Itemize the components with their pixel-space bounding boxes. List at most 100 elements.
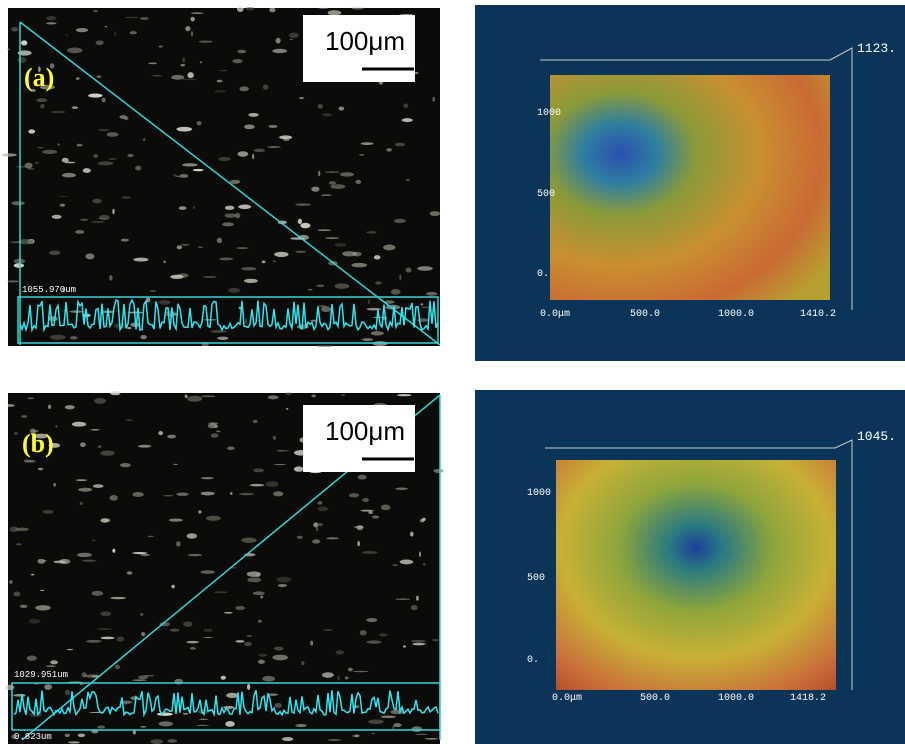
texture	[65, 405, 75, 409]
texture	[143, 138, 145, 141]
texture	[241, 267, 256, 270]
texture	[367, 640, 382, 643]
texture	[341, 394, 345, 395]
texture	[76, 28, 88, 32]
texture	[5, 404, 15, 407]
texture	[301, 661, 304, 665]
texture	[130, 31, 137, 34]
profile-max: 1055.970um	[22, 285, 76, 295]
texture	[383, 245, 395, 251]
texture	[11, 201, 24, 205]
texture	[203, 629, 212, 632]
texture	[23, 459, 29, 461]
texture	[21, 415, 27, 418]
texture	[50, 660, 58, 664]
texture	[297, 536, 303, 539]
texture	[16, 166, 26, 168]
texture	[214, 591, 228, 593]
texture	[321, 306, 331, 312]
texture	[238, 205, 251, 210]
x-label: 0.0μm	[540, 309, 570, 320]
texture	[289, 39, 293, 40]
texture	[274, 252, 288, 257]
texture	[163, 495, 174, 496]
texture	[105, 26, 108, 27]
texture	[316, 527, 318, 532]
texture	[318, 171, 320, 177]
surface-map-b: 1045. 1000 500 0. 0.0μm 500.0 1000.0 141…	[475, 390, 905, 744]
texture	[386, 148, 392, 151]
texture	[353, 252, 362, 257]
texture	[311, 394, 316, 397]
texture	[132, 552, 147, 554]
texture	[286, 408, 289, 410]
texture	[395, 143, 405, 147]
texture	[322, 672, 334, 678]
texture	[141, 632, 145, 636]
texture	[80, 442, 86, 447]
texture	[351, 7, 363, 10]
texture	[112, 549, 115, 553]
texture	[310, 641, 313, 646]
texture	[214, 90, 226, 92]
texture	[247, 571, 261, 577]
texture	[127, 154, 133, 157]
texture	[53, 483, 55, 487]
texture	[35, 605, 50, 610]
texture	[191, 12, 204, 13]
texture	[42, 510, 53, 514]
texture	[14, 263, 24, 268]
texture	[91, 221, 104, 222]
texture	[269, 8, 275, 13]
y-label: 0.	[527, 655, 539, 666]
texture	[187, 533, 198, 538]
texture	[126, 419, 133, 421]
texture	[124, 116, 129, 120]
profile-max: 1029.951um	[14, 670, 68, 680]
texture	[86, 640, 102, 643]
texture	[93, 484, 104, 488]
texture	[239, 86, 248, 91]
texture	[219, 257, 233, 260]
texture	[62, 158, 69, 163]
texture	[62, 173, 76, 178]
texture	[68, 741, 80, 743]
texture	[299, 97, 304, 99]
texture	[144, 675, 155, 676]
texture	[46, 22, 57, 24]
texture	[432, 97, 435, 102]
texture	[2, 153, 17, 156]
texture	[92, 591, 104, 596]
texture	[268, 395, 279, 399]
texture	[58, 196, 68, 197]
texture	[362, 498, 369, 502]
texture	[9, 580, 13, 584]
texture	[27, 655, 37, 660]
texture	[180, 64, 185, 66]
texture	[239, 493, 254, 495]
texture	[298, 219, 302, 225]
texture	[60, 204, 65, 207]
texture	[361, 142, 374, 145]
texture	[38, 468, 44, 470]
texture	[295, 724, 307, 727]
texture	[360, 630, 367, 635]
texture	[14, 432, 18, 435]
texture	[127, 571, 133, 574]
texture	[170, 629, 180, 632]
texture	[253, 468, 264, 472]
texture	[225, 206, 234, 210]
texture	[107, 132, 119, 136]
texture	[82, 672, 87, 677]
texture	[426, 292, 438, 296]
texture	[326, 537, 339, 539]
texture	[20, 605, 28, 608]
texture	[375, 281, 381, 284]
texture	[53, 560, 66, 563]
texture	[179, 206, 187, 210]
texture	[328, 10, 342, 16]
texture	[354, 526, 364, 529]
texture	[91, 429, 100, 430]
texture	[182, 79, 197, 80]
texture	[221, 676, 226, 680]
